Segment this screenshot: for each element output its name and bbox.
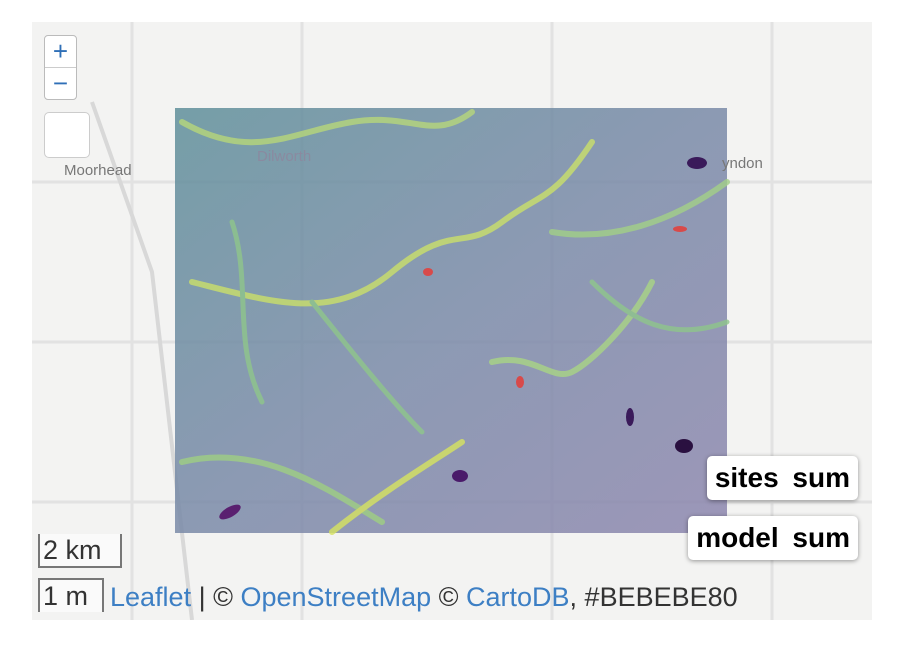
- zoom-out[interactable]: −: [45, 67, 76, 99]
- map-tiles: [32, 22, 872, 620]
- scale-metric: 2 km: [38, 534, 122, 568]
- zoom-control: + −: [44, 35, 77, 100]
- osm-link[interactable]: OpenStreetMap: [240, 582, 432, 612]
- attribution-text: , #BEBEBE80: [569, 582, 738, 612]
- map[interactable]: Moorhead Dilworth yndon + − sites sum mo…: [32, 22, 872, 620]
- zoom-in[interactable]: +: [52, 36, 69, 66]
- legend: sites sum: [706, 456, 858, 500]
- place-label: Dilworth: [257, 148, 312, 165]
- scale-imperial: 1 m: [38, 578, 104, 612]
- place-label: Moorhead: [64, 162, 132, 179]
- raster-spots: [219, 157, 707, 520]
- separator: ©: [431, 582, 467, 612]
- raster-overlay: [175, 108, 730, 535]
- place-label: yndon: [722, 155, 763, 172]
- separator: | ©: [191, 582, 241, 612]
- legend: model sum: [688, 516, 858, 560]
- leaflet-link[interactable]: Leaflet: [110, 582, 192, 612]
- attribution: Leaflet | © OpenStreetMap © CartoDB, #BE…: [110, 582, 738, 613]
- layers-control[interactable]: [44, 112, 90, 158]
- carto-link[interactable]: CartoDB: [466, 582, 570, 612]
